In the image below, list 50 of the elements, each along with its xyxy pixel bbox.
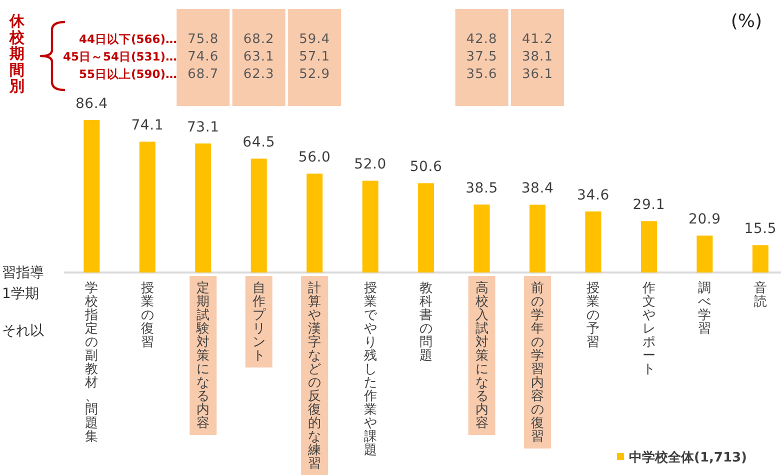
- cell-label: 57.1: [299, 50, 330, 64]
- x-label: 定期試験対策になる内容: [196, 281, 210, 431]
- x-label: 調べ学習: [698, 281, 712, 336]
- row-label: 55日以上(590)…: [78, 67, 177, 81]
- x-label: 高校入試対策になる内容: [475, 281, 488, 431]
- annotation: 習指導: [2, 265, 44, 281]
- ylabel: 休校期間別: [10, 12, 24, 95]
- annotation: それ以: [2, 323, 44, 339]
- cell-label: 63.1: [243, 50, 274, 64]
- cell-label: 37.5: [466, 50, 498, 64]
- cell-label: 75.8: [188, 32, 219, 47]
- x-label: 作文やレポート: [642, 281, 656, 377]
- cell-label: 68.7: [188, 67, 219, 82]
- data-label: 15.5: [744, 221, 777, 238]
- x-label: 学校指定の副教材、問題集: [85, 281, 98, 444]
- cell-label: 52.9: [299, 67, 330, 82]
- row-label: 45日～54日(531)…: [62, 50, 177, 64]
- row-label: 44日以下(566)…: [78, 32, 177, 46]
- x-label: 授業でやり残した作業や課題: [364, 281, 377, 458]
- data-label: 56.0: [298, 150, 331, 166]
- cell-label: 38.1: [522, 50, 553, 64]
- cell-label: 59.4: [299, 32, 330, 47]
- data-label: 74.1: [131, 118, 164, 134]
- data-label: 64.5: [242, 134, 276, 151]
- cell-label: 74.6: [188, 50, 219, 64]
- x-label: 音読: [754, 281, 767, 310]
- cell-label: 36.1: [522, 67, 553, 82]
- annotation: (%): [730, 11, 762, 32]
- x-label: 教科書の問題: [420, 281, 433, 364]
- legend-label: 中学校全体(1,713): [629, 450, 748, 466]
- data-label: 38.4: [521, 180, 554, 197]
- x-label: 授業の復習: [140, 281, 154, 350]
- data-label: 29.1: [632, 197, 666, 214]
- cell-label: 42.8: [466, 32, 498, 47]
- x-label: 授業の予習: [586, 281, 600, 350]
- x-label: 自作プリント: [252, 281, 266, 364]
- x-label: 計算や漢字などの反復的な練習: [308, 281, 322, 472]
- x-label: 前の学年の学習内容の復習: [531, 281, 544, 444]
- cell-label: 41.2: [522, 32, 553, 47]
- cell-label: 35.6: [466, 67, 498, 82]
- data-label: 20.9: [688, 212, 721, 228]
- cell-label: 62.3: [243, 67, 274, 82]
- data-label: 50.6: [410, 159, 442, 176]
- data-label: 73.1: [186, 119, 220, 136]
- data-label: 38.5: [466, 180, 498, 197]
- data-label: 86.4: [75, 96, 108, 112]
- annotation: 1学期: [2, 286, 39, 302]
- cell-label: 68.2: [243, 32, 274, 47]
- data-label: 34.6: [577, 187, 610, 204]
- data-label: 52.0: [354, 156, 386, 173]
